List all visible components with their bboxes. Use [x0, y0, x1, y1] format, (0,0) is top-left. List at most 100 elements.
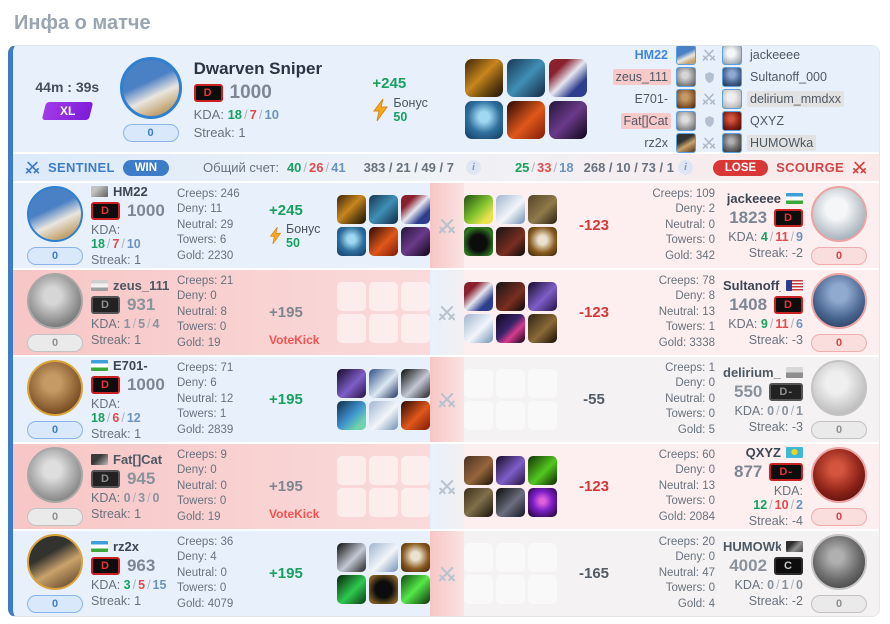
item-icon[interactable] — [337, 227, 366, 256]
item-icon[interactable] — [337, 488, 366, 517]
item-icon[interactable] — [401, 314, 430, 343]
matchup-left-name[interactable]: HM22 — [634, 48, 668, 62]
player-name[interactable]: HM22 — [113, 184, 148, 199]
matchup-right-avatar[interactable] — [722, 46, 742, 65]
player-avatar[interactable] — [811, 360, 867, 416]
item-icon[interactable] — [528, 456, 557, 485]
item-icon[interactable] — [369, 456, 398, 485]
player-avatar[interactable] — [811, 186, 867, 242]
matchup-left-name[interactable]: zeus_111 — [599, 69, 671, 85]
item-icon[interactable] — [464, 543, 493, 572]
player-name[interactable]: rz2x — [113, 539, 140, 554]
matchup-right-name[interactable]: HUMOWka — [747, 135, 865, 151]
player-avatar[interactable] — [811, 534, 867, 590]
matchup-right-name[interactable]: Sultanoff_000 — [750, 70, 827, 84]
item-icon[interactable] — [528, 575, 557, 604]
item-icon[interactable] — [496, 369, 525, 398]
item-icon[interactable] — [464, 401, 493, 430]
matchup-right-avatar[interactable] — [722, 111, 742, 131]
info-icon[interactable]: i — [677, 160, 693, 175]
item-icon[interactable] — [496, 488, 525, 517]
item-icon[interactable] — [464, 282, 493, 311]
player-avatar[interactable] — [27, 360, 83, 416]
item-icon[interactable] — [337, 543, 366, 572]
item-icon[interactable] — [507, 59, 545, 97]
player-name[interactable]: HUMOWka — [723, 539, 781, 554]
matchup-right-avatar[interactable] — [722, 67, 742, 87]
item-icon[interactable] — [369, 314, 398, 343]
item-icon[interactable] — [401, 195, 430, 224]
item-icon[interactable] — [337, 282, 366, 311]
item-icon[interactable] — [369, 488, 398, 517]
item-icon[interactable] — [528, 369, 557, 398]
item-icon[interactable] — [496, 543, 525, 572]
matchup-left-avatar[interactable] — [676, 46, 696, 65]
item-icon[interactable] — [528, 488, 557, 517]
item-icon[interactable] — [528, 282, 557, 311]
matchup-left-name[interactable]: Fat[]Cat — [599, 113, 671, 129]
matchup-right-avatar[interactable] — [722, 89, 742, 109]
item-icon[interactable] — [337, 575, 366, 604]
item-icon[interactable] — [496, 456, 525, 485]
item-icon[interactable] — [337, 195, 366, 224]
item-icon[interactable] — [369, 227, 398, 256]
matchup-left-avatar[interactable] — [676, 67, 696, 87]
item-icon[interactable] — [369, 401, 398, 430]
item-icon[interactable] — [507, 101, 545, 139]
item-icon[interactable] — [496, 314, 525, 343]
item-icon[interactable] — [464, 195, 493, 224]
item-icon[interactable] — [369, 282, 398, 311]
item-icon[interactable] — [496, 282, 525, 311]
player-avatar[interactable] — [811, 447, 867, 503]
player-avatar[interactable] — [27, 186, 83, 242]
player-avatar[interactable] — [27, 273, 83, 329]
info-icon[interactable]: i — [465, 160, 481, 175]
item-icon[interactable] — [369, 369, 398, 398]
item-icon[interactable] — [401, 369, 430, 398]
player-avatar[interactable] — [27, 447, 83, 503]
item-icon[interactable] — [401, 227, 430, 256]
item-icon[interactable] — [549, 59, 587, 97]
item-icon[interactable] — [464, 456, 493, 485]
item-icon[interactable] — [401, 543, 430, 572]
player-name[interactable]: E701- — [113, 358, 148, 373]
item-icon[interactable] — [464, 488, 493, 517]
player-name[interactable]: Sultanoff_000 — [723, 278, 781, 293]
item-icon[interactable] — [401, 575, 430, 604]
item-icon[interactable] — [337, 314, 366, 343]
item-icon[interactable] — [337, 401, 366, 430]
matchup-right-avatar[interactable] — [722, 133, 742, 153]
item-icon[interactable] — [464, 227, 493, 256]
item-icon[interactable] — [528, 401, 557, 430]
item-icon[interactable] — [465, 101, 503, 139]
item-icon[interactable] — [528, 543, 557, 572]
item-icon[interactable] — [496, 575, 525, 604]
matchup-left-name[interactable]: rz2x — [644, 136, 668, 150]
matchup-right-name[interactable]: QXYZ — [750, 114, 785, 128]
matchup-right-name[interactable]: delirium_mmdxx — [747, 91, 865, 107]
item-icon[interactable] — [464, 575, 493, 604]
matchup-right-name[interactable]: jackeeee — [750, 48, 801, 62]
item-icon[interactable] — [465, 59, 503, 97]
item-icon[interactable] — [528, 195, 557, 224]
item-icon[interactable] — [337, 456, 366, 485]
item-icon[interactable] — [401, 488, 430, 517]
player-name[interactable]: QXYZ — [745, 445, 781, 460]
matchup-left-avatar[interactable] — [676, 89, 696, 109]
matchup-left-avatar[interactable] — [676, 133, 696, 153]
item-icon[interactable] — [528, 227, 557, 256]
player-name[interactable]: delirium_mmdxx — [723, 365, 781, 380]
item-icon[interactable] — [496, 401, 525, 430]
item-icon[interactable] — [464, 369, 493, 398]
player-name[interactable]: Fat[]Cat — [113, 452, 163, 467]
player-avatar[interactable] — [811, 273, 867, 329]
item-icon[interactable] — [369, 543, 398, 572]
item-icon[interactable] — [528, 314, 557, 343]
item-icon[interactable] — [401, 456, 430, 485]
player-avatar[interactable] — [27, 534, 83, 590]
matchup-left-name[interactable]: E701- — [634, 92, 668, 106]
player-name[interactable]: zeus_111 — [113, 278, 169, 293]
item-icon[interactable] — [337, 369, 366, 398]
item-icon[interactable] — [401, 401, 430, 430]
item-icon[interactable] — [496, 227, 525, 256]
